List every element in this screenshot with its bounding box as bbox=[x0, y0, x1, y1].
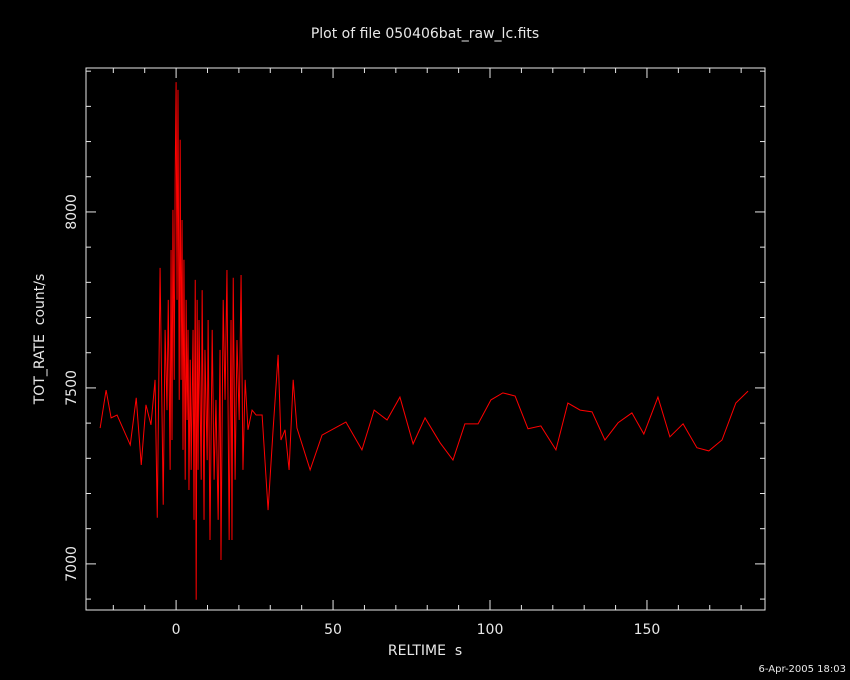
y-tick-label: 8000 bbox=[64, 194, 80, 230]
x-tick-label: 50 bbox=[324, 622, 342, 638]
y-axis-label: TOT_RATE count/s bbox=[32, 274, 48, 406]
timestamp: 6-Apr-2005 18:03 bbox=[759, 664, 846, 675]
plot-frame bbox=[85, 67, 766, 611]
data-line bbox=[99, 82, 749, 600]
y-tick-label: 7500 bbox=[64, 370, 80, 406]
x-tick-label: 100 bbox=[477, 622, 504, 638]
x-axis-label: RELTIME s bbox=[388, 643, 462, 659]
x-tick-label: 150 bbox=[634, 622, 661, 638]
chart-title: Plot of file 050406bat_raw_lc.fits bbox=[311, 26, 539, 42]
y-tick-label: 7000 bbox=[64, 546, 80, 582]
x-tick-label: 0 bbox=[172, 622, 181, 638]
